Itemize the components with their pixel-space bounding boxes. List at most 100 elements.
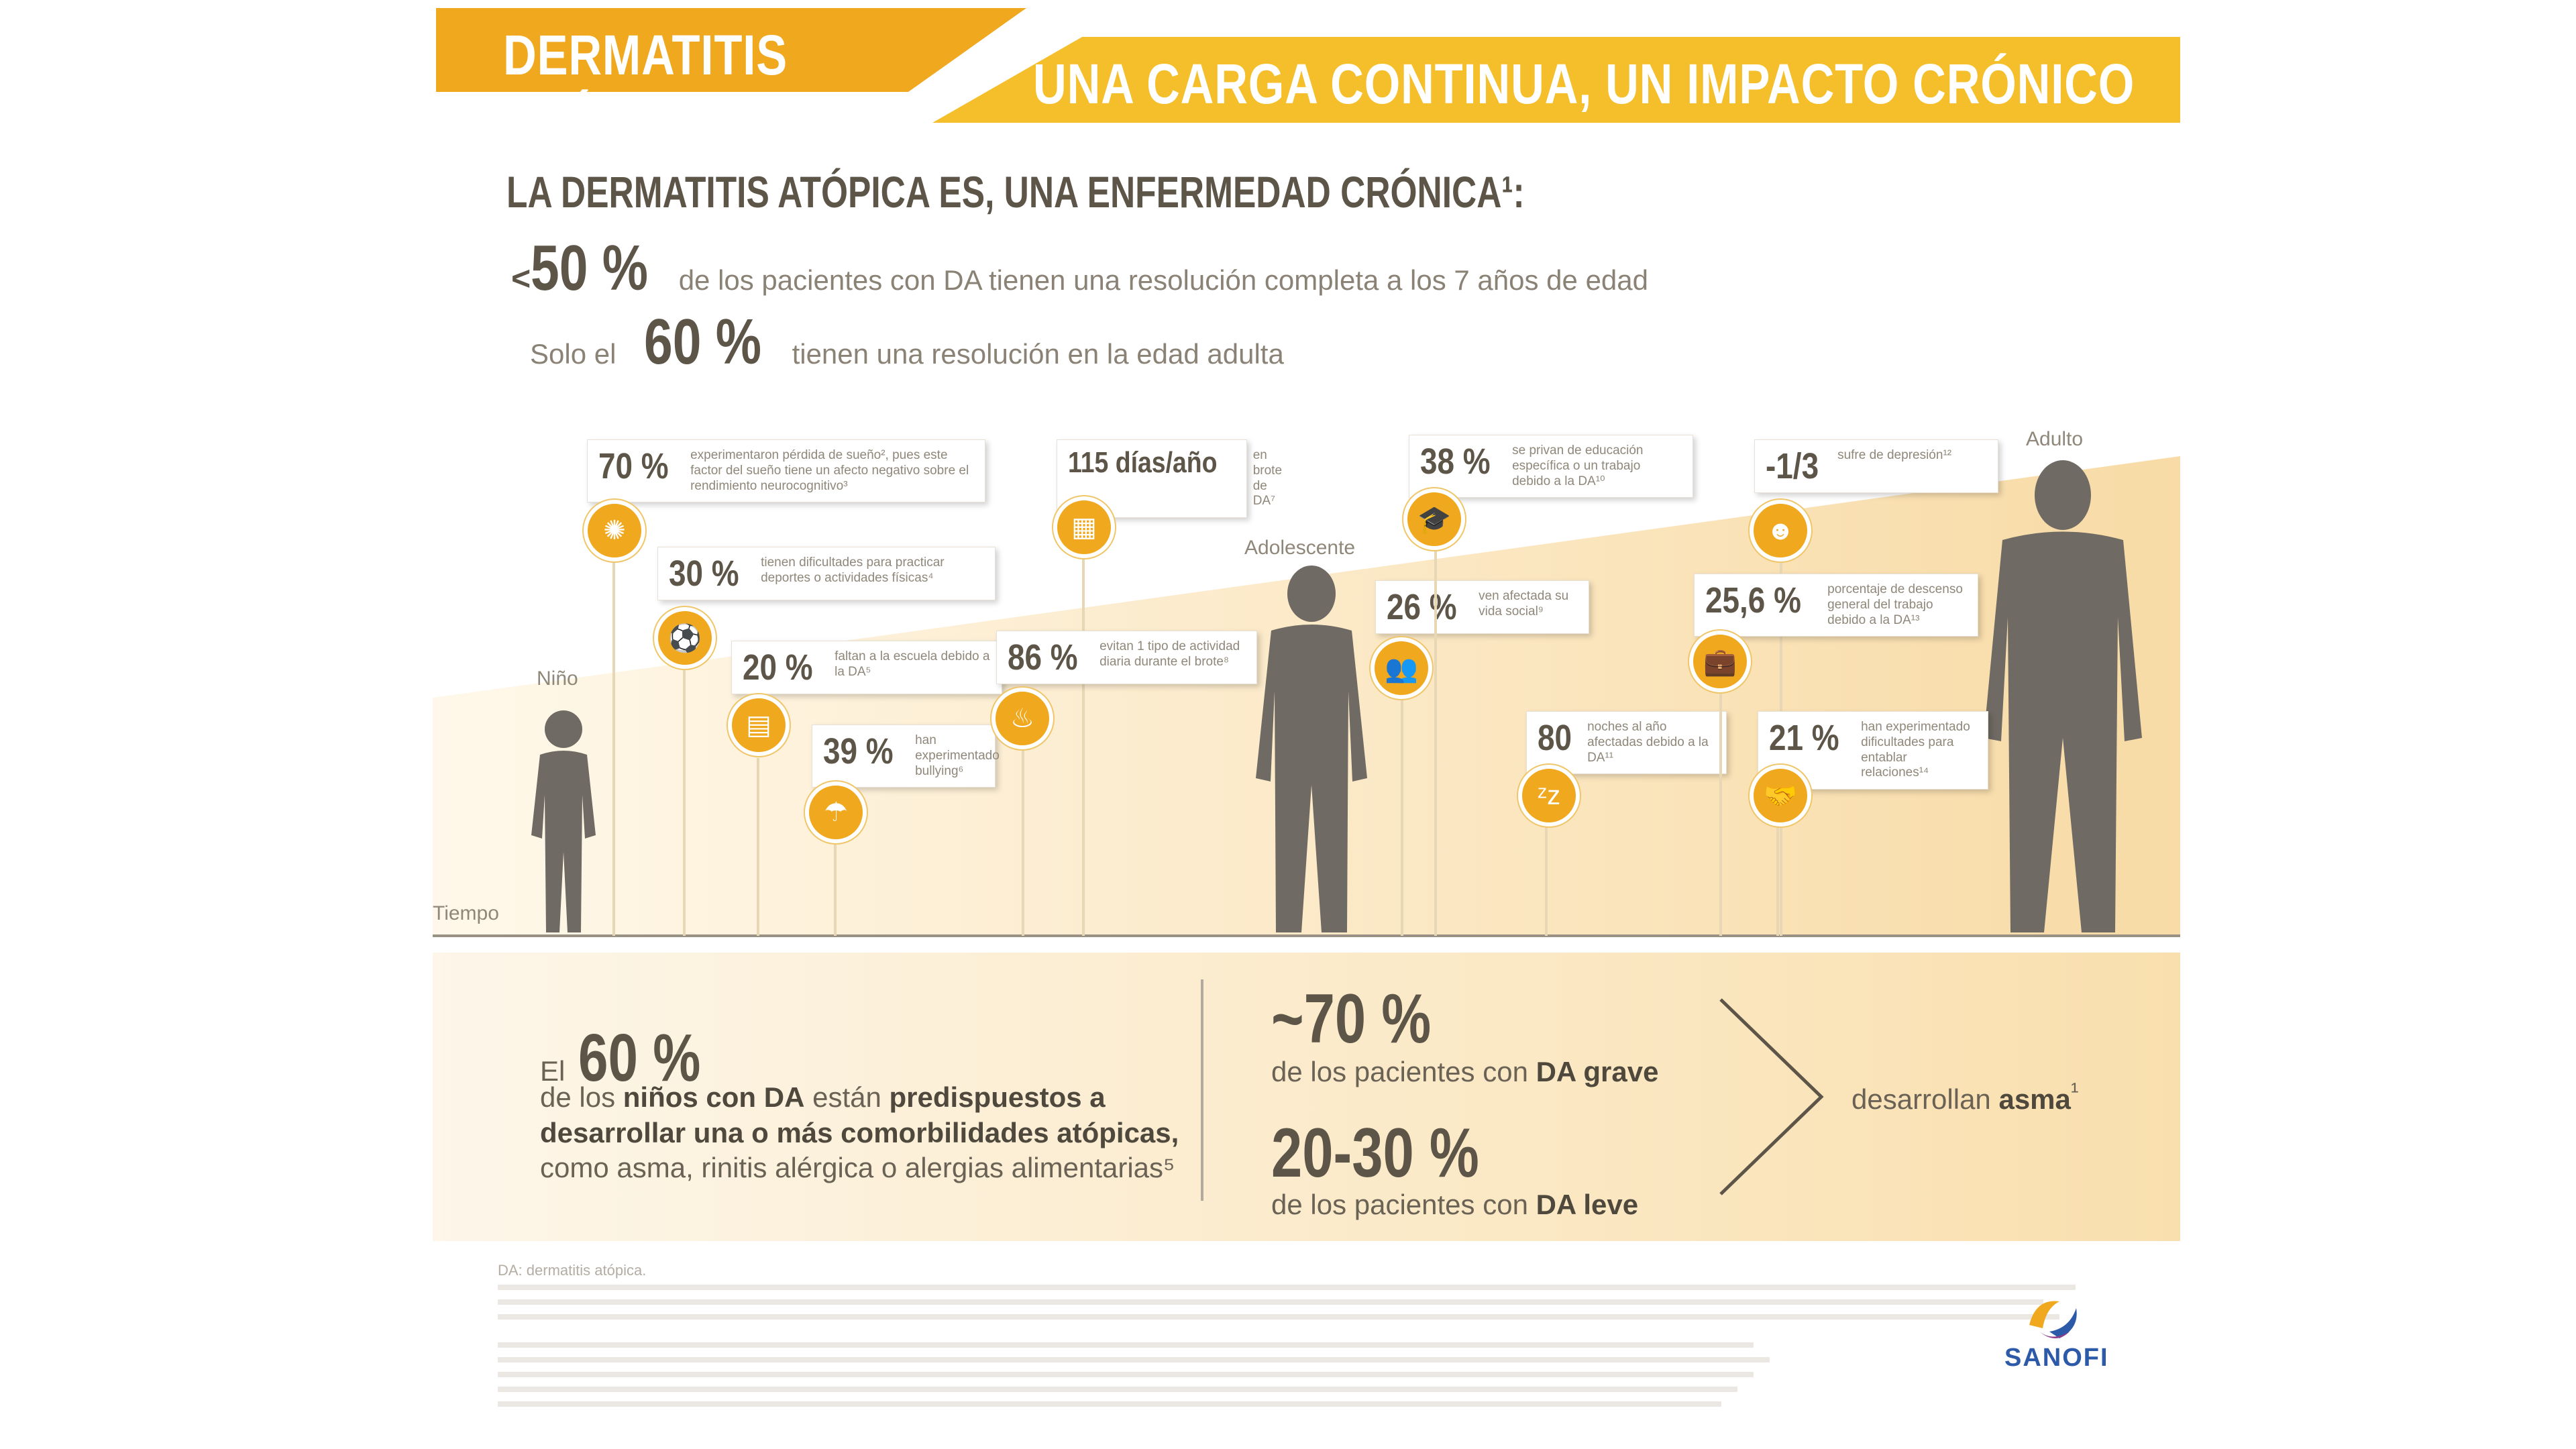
chevron-right-icon: [1719, 998, 1824, 1195]
callout-work-decline: 25,6 % porcentaje de descenso general de…: [1694, 574, 1978, 637]
callout-text: noches al año afectadas debido a la DA¹¹: [1587, 720, 1709, 765]
intro-heading: LA DERMATITIS ATÓPICA ES, UNA ENFERMEDAD…: [506, 167, 1525, 217]
callout-social-life: 26 % ven afectada su vida social⁹: [1375, 580, 1589, 634]
callout-text: tienen dificultades para practicar depor…: [761, 555, 945, 585]
left-line2: desarrollar una o más comorbilidades ató…: [540, 1116, 1179, 1148]
right-text2-b: DA leve: [1536, 1189, 1639, 1220]
left-line1-d: predispuestos a: [889, 1081, 1106, 1113]
result-text: desarrollan asma¹: [1851, 1077, 2079, 1118]
graduation-icon: 🎓: [1403, 488, 1465, 550]
bottom-band: [433, 953, 2180, 1241]
callout-stem: [683, 664, 686, 936]
right-value-2: 20-30 %: [1271, 1114, 1479, 1192]
stat1-value: 50 %: [531, 232, 649, 304]
bullying-icon: ☂: [805, 782, 867, 843]
right-text1-b: DA grave: [1536, 1056, 1659, 1087]
calendar-icon: ▦: [1053, 496, 1115, 558]
header-banner-right: UNA CARGA CONTINUA, UN IMPACTO CRÓNICO: [932, 37, 2180, 123]
ball-icon: ⚽: [654, 607, 716, 669]
sanofi-logo-icon: [2029, 1301, 2077, 1338]
child-silhouette: [531, 710, 596, 932]
callout-bullying: 39 % han experimentado bullying⁶: [812, 724, 1000, 788]
stat2-prefix: Solo el: [530, 338, 616, 370]
stage-label-adult: Adulto: [2026, 428, 2084, 450]
stat1-text: de los pacientes con DA tienen una resol…: [678, 264, 1648, 296]
callout-relationships: 21 % han experimentado dificultades para…: [1758, 711, 1988, 790]
footnote-block: [498, 1285, 2108, 1407]
callout-stem: [612, 557, 615, 936]
right-text-2: de los pacientes con DA leve: [1271, 1187, 1638, 1223]
result-b: asma: [1998, 1083, 2071, 1115]
stat1-prefix: <: [511, 260, 531, 297]
abbreviation-note: DA: dermatitis atópica.: [498, 1262, 647, 1279]
callout-value: 80: [1538, 718, 1572, 758]
left-line1-c: están: [804, 1081, 890, 1113]
school-icon: ▤: [728, 694, 790, 756]
callout-stem: [1545, 822, 1548, 936]
sanofi-logo-text: SANOFI: [2004, 1344, 2109, 1372]
callout-value: 26 %: [1387, 587, 1457, 627]
callout-value: 39 %: [823, 731, 894, 771]
callout-education: 38 % se privan de educación específica o…: [1409, 435, 1693, 498]
callout-depression: -1/3 sufre de depresión¹²: [1754, 439, 1998, 493]
callout-text: en brote de DA⁷: [1252, 448, 1283, 508]
left-line3: como asma, rinitis alérgica o alergias a…: [540, 1152, 1175, 1183]
callout-sports: 30 % tienen dificultades para practicar …: [657, 547, 996, 600]
right-text1-a: de los pacientes con: [1271, 1056, 1536, 1087]
left-line1-a: de los: [540, 1081, 623, 1113]
header-title-part2: UNA CARGA CONTINUA, UN IMPACTO CRÓNICO: [1033, 52, 2135, 115]
bottom-left-header: El 60 %: [540, 1016, 731, 1100]
callout-stem: [757, 758, 759, 936]
callout-text: porcentaje de descenso general del traba…: [1827, 582, 1963, 627]
callout-value: 20 %: [743, 647, 813, 688]
people-icon: 👥: [1371, 637, 1432, 699]
callout-value: 38 %: [1420, 441, 1491, 482]
bottom-left-text: de los niños con DA están predispuestos …: [540, 1080, 1179, 1186]
callout-stem: [1401, 698, 1403, 936]
callout-nights: 80 noches al año afectadas debido a la D…: [1526, 711, 1727, 775]
briefcase-icon: 💼: [1689, 631, 1751, 692]
bottom-divider: [1201, 979, 1203, 1201]
adult-silhouette: [1984, 460, 2142, 932]
left-value: 60 %: [578, 1020, 701, 1095]
callout-text: se privan de educación específica o un t…: [1512, 443, 1644, 488]
right-value-1: ~70 %: [1271, 980, 1432, 1058]
callout-text: han experimentado dificultades para enta…: [1861, 720, 1970, 780]
callout-text: ven afectada su vida social⁹: [1479, 589, 1569, 619]
callout-value: -1/3: [1766, 446, 1819, 486]
stage-label-teen: Adolescente: [1244, 537, 1356, 559]
callout-stem: [1082, 557, 1085, 936]
callout-avoid-activity: 86 % evitan 1 tipo de actividad diaria d…: [996, 631, 1257, 684]
right-text-1: de los pacientes con DA grave: [1271, 1055, 1658, 1090]
callout-text: han experimentado bullying⁶: [915, 733, 1000, 778]
callout-text: evitan 1 tipo de actividad diaria durant…: [1099, 639, 1240, 669]
left-line1-b: niños con DA: [623, 1081, 805, 1113]
callout-value: 70 %: [598, 446, 669, 486]
stage-label-child: Niño: [537, 667, 578, 690]
callout-text: experimentaron pérdida de sueño², pues e…: [690, 448, 969, 493]
result-a: desarrollan: [1851, 1083, 1999, 1115]
callout-value: 21 %: [1769, 718, 1839, 758]
callout-school: 20 % faltan a la escuela debido a la DA⁵: [731, 641, 1002, 694]
header-banner-left: DERMATITIS ATÓPICA,: [436, 8, 1026, 92]
left-prefix: El: [540, 1055, 566, 1087]
callout-text: sufre de depresión¹²: [1837, 448, 1952, 462]
callout-text: faltan a la escuela debido a la DA⁵: [835, 649, 990, 679]
callout-stem: [1776, 822, 1779, 936]
timeline-baseline: [433, 934, 2180, 937]
teen-silhouette: [1256, 566, 1367, 932]
header-title-part1: DERMATITIS ATÓPICA,: [503, 23, 788, 152]
right-text2-a: de los pacientes con: [1271, 1189, 1536, 1220]
callout-stem: [1022, 745, 1024, 936]
callout-stem: [834, 842, 837, 936]
callout-stem: [1719, 691, 1722, 936]
callout-value: 86 %: [1008, 637, 1078, 678]
stat2-value: 60 %: [644, 306, 762, 378]
bottle-icon: ♨: [991, 688, 1053, 749]
head-icon: ☻: [1750, 500, 1811, 561]
callout-value: 25,6 %: [1705, 580, 1801, 621]
stat2-text: tienen una resolución en la edad adulta: [792, 338, 1284, 370]
callout-value: 115 días/año: [1068, 446, 1218, 479]
brain-icon: ✺: [584, 500, 645, 561]
sleep-icon: ᶻz: [1518, 765, 1580, 826]
